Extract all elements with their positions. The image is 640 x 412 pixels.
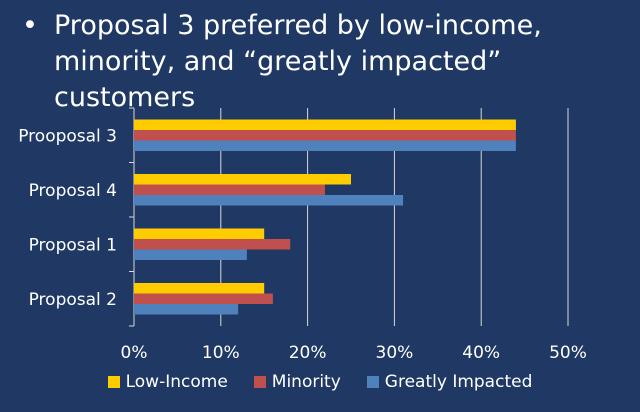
legend-item: Greatly Impacted: [366, 372, 533, 392]
x-tick-label: 10%: [202, 343, 240, 363]
x-tick-label: 40%: [462, 343, 500, 363]
bar-greatly-impacted: [134, 195, 404, 206]
x-tick-label: 30%: [376, 343, 414, 363]
legend-item: Low-Income: [107, 372, 228, 392]
category-label: Proposal 4: [29, 181, 117, 201]
category-label: Prooposal 3: [18, 126, 117, 146]
legend-swatch: [107, 376, 120, 388]
bar-greatly-impacted: [134, 304, 239, 315]
category-label: Proposal 2: [29, 290, 117, 310]
slide-title-text: Proposal 3 preferred by low-income, mino…: [54, 10, 542, 113]
bar-low-income: [134, 119, 516, 130]
slide-title: • Proposal 3 preferred by low-income, mi…: [22, 8, 632, 116]
category-label: Proposal 1: [29, 235, 117, 255]
bar-minority: [134, 184, 325, 195]
bar-minority: [134, 130, 516, 141]
legend-swatch: [253, 376, 266, 388]
x-tick-label: 20%: [289, 343, 327, 363]
legend-label: Low-Income: [125, 372, 228, 392]
x-tick-label: 0%: [121, 343, 148, 363]
x-tick-label: 50%: [549, 343, 587, 363]
bar-low-income: [134, 228, 265, 239]
bar-minority: [134, 293, 273, 304]
bullet-mark: •: [22, 10, 38, 41]
legend-item: Minority: [253, 372, 341, 392]
legend-swatch: [366, 376, 379, 388]
bar-minority: [134, 239, 291, 250]
bar-low-income: [134, 283, 265, 294]
bar-greatly-impacted: [134, 249, 247, 260]
legend-label: Greatly Impacted: [384, 372, 533, 392]
bar-low-income: [134, 174, 351, 185]
bar-greatly-impacted: [134, 140, 516, 151]
legend-label: Minority: [271, 372, 341, 392]
chart-legend: Low-Income Minority Greatly Impacted: [0, 372, 640, 392]
